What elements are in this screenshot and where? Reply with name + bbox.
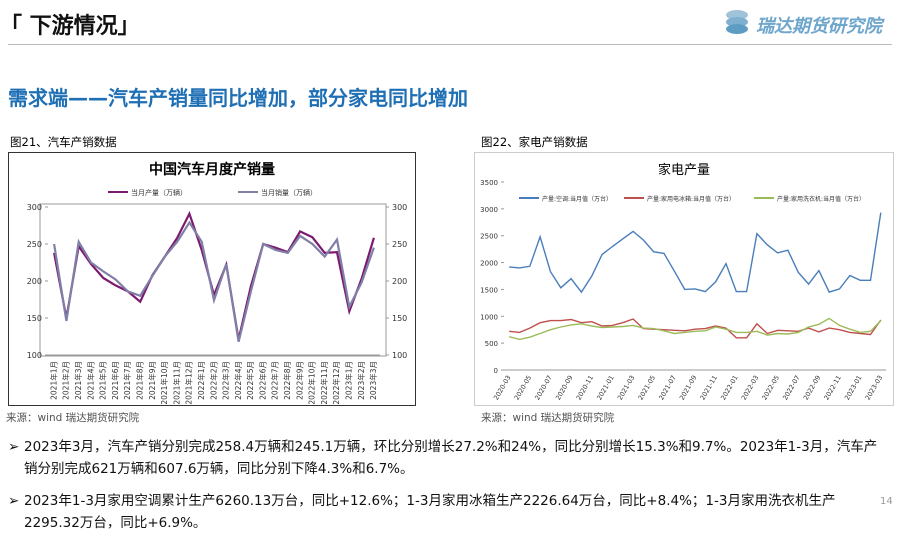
chart: 家电产量 05001000150020002500300035002020-03…: [474, 152, 894, 406]
y-tick-label: 3000: [480, 206, 498, 214]
series-line: [509, 317, 882, 341]
x-tick-label: 2022年1月: [196, 361, 206, 400]
y2-tick-label: 100: [392, 351, 407, 360]
y-tick-label: 2500: [480, 233, 498, 241]
header-title: 「 下游情况」: [0, 14, 140, 39]
chart-frame: [474, 152, 894, 406]
x-tick-label: 2022年9月: [294, 361, 304, 400]
y-tick-label: 300: [27, 203, 42, 212]
logo-text: 瑞达期货研究院: [756, 16, 882, 37]
y-tick-label: 3500: [480, 179, 498, 187]
bullet: 2023年3月，汽车产销分别完成258.4万辆和245.1万辆，环比分别增长27…: [8, 436, 888, 480]
chart: 中国汽车月度产销量 100 150 200 250 300 100 150 200 250 300…: [8, 152, 416, 406]
y2-tick-label: 250: [392, 240, 407, 249]
x-tick-label: 2021年7月: [122, 361, 132, 400]
x-tick-label: 2021年9月: [147, 361, 157, 400]
bullet-text: 2023年3月，汽车产销分别完成258.4万辆和245.1万辆，环比分别增长27…: [24, 439, 878, 477]
y-tick-label: 1000: [480, 313, 498, 321]
y2-tick-label: 150: [392, 314, 407, 323]
y-tick-label: 200: [27, 277, 42, 286]
x-tick-label: 2023年2月: [356, 361, 366, 400]
x-tick-label: 2023年1月: [344, 361, 354, 400]
x-tick-label: 2022年5月: [245, 361, 255, 400]
chart-title: 中国汽车月度产销量: [149, 161, 275, 178]
series-line: [509, 318, 882, 339]
x-tick-label: 2021年12月: [184, 361, 194, 405]
legend-label: 当月产量（万辆）: [131, 188, 187, 197]
x-tick-label: 2022年3月: [221, 361, 231, 400]
x-tick-label: 2021年1月: [48, 361, 58, 400]
source: 来源：wind 瑞达期货研究院: [481, 412, 615, 424]
legend-label: 产量:家用洗衣机:当月值（万台）: [777, 195, 865, 203]
page-number: 14: [880, 496, 893, 507]
plot-frame: [39, 203, 387, 357]
x-tick-label: 2021年8月: [134, 361, 144, 400]
legend-label: 产量:家用电冰箱:当月值（万台）: [647, 195, 735, 203]
chart-title: 家电产量: [658, 162, 710, 178]
y-tick-label: 500: [485, 340, 498, 348]
x-tick-label: 2021年5月: [98, 361, 108, 400]
header-rule: [8, 44, 892, 45]
x-tick-label: 2022年10月: [307, 361, 317, 405]
x-tick-label: 2021年6月: [110, 361, 120, 400]
bullet: 2023年1-3月家用空调累计生产6260.13万台，同比+12.6%；1-3月…: [8, 490, 888, 534]
x-tick-label: 2021年3月: [73, 361, 83, 400]
y-tick-label: 250: [27, 240, 42, 249]
x-tick-label: 2021年4月: [85, 361, 95, 400]
y-tick-label: 1500: [480, 286, 498, 294]
x-tick-label: 2022年7月: [270, 361, 280, 400]
x-tick-label: 2022年8月: [282, 361, 292, 400]
x-tick-label: 2022年12月: [331, 361, 341, 405]
figure-label: 图21、汽车产销数据: [10, 135, 117, 149]
subtitle: 需求端——汽车产销量同比增加，部分家电同比增加: [8, 86, 468, 110]
x-tick-label: 2022年11月: [319, 361, 329, 405]
x-tick-label: 2021年10月: [159, 361, 169, 405]
x-tick-label: 2021年2月: [61, 361, 71, 400]
y2-tick-label: 300: [392, 203, 407, 212]
y-tick-label: 0: [494, 367, 498, 375]
chart-frame: [8, 152, 416, 406]
x-tick-label: 2022年6月: [257, 361, 267, 400]
figure-label: 图22、家电产销数据: [481, 135, 588, 149]
y-tick-label: 150: [27, 314, 42, 323]
logo-icon: [726, 10, 748, 34]
y2-tick-label: 200: [392, 277, 407, 286]
series-line: [53, 220, 375, 342]
bullet-text: 2023年1-3月家用空调累计生产6260.13万台，同比+12.6%；1-3月…: [24, 493, 836, 531]
x-tick-label: 2023年3月: [368, 361, 378, 400]
y-tick-label: 2000: [480, 260, 498, 268]
y-tick-label: 100: [27, 351, 42, 360]
legend-label: 当月销量（万辆）: [261, 188, 317, 197]
x-tick-label: 2022年4月: [233, 361, 243, 400]
source: 来源：wind 瑞达期货研究院: [6, 412, 140, 424]
legend-label: 产量:空调:当月值（万台）: [542, 195, 612, 203]
series-line: [509, 212, 882, 294]
x-tick-label: 2022年2月: [208, 361, 218, 400]
x-tick-label: 2021年11月: [171, 361, 181, 405]
